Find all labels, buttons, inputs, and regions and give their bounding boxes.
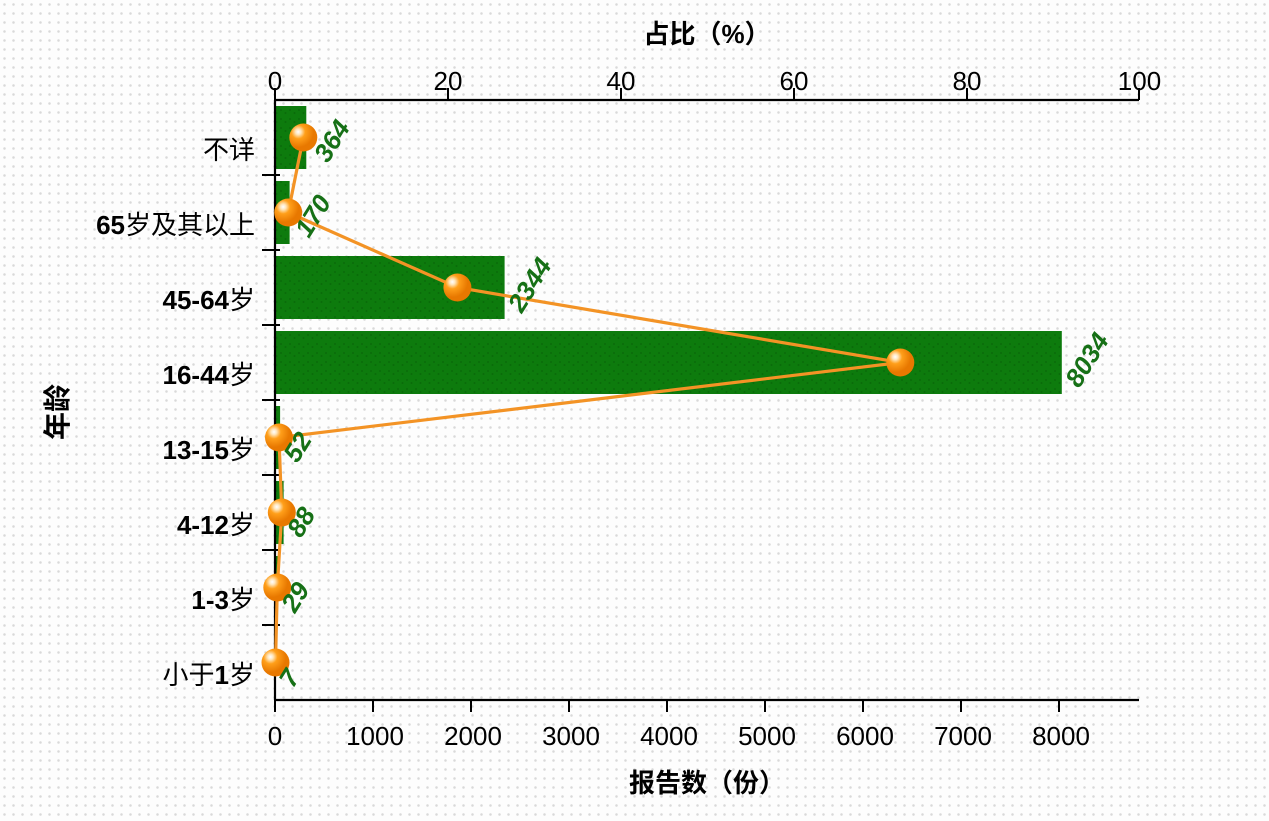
svg-text:52: 52: [277, 426, 318, 467]
svg-text:170: 170: [289, 189, 338, 242]
svg-text:8034: 8034: [1059, 327, 1115, 392]
svg-text:2344: 2344: [501, 252, 558, 318]
svg-text:88: 88: [281, 501, 322, 542]
svg-text:364: 364: [308, 114, 357, 167]
svg-text:29: 29: [274, 576, 316, 618]
svg-text:7: 7: [273, 663, 307, 692]
